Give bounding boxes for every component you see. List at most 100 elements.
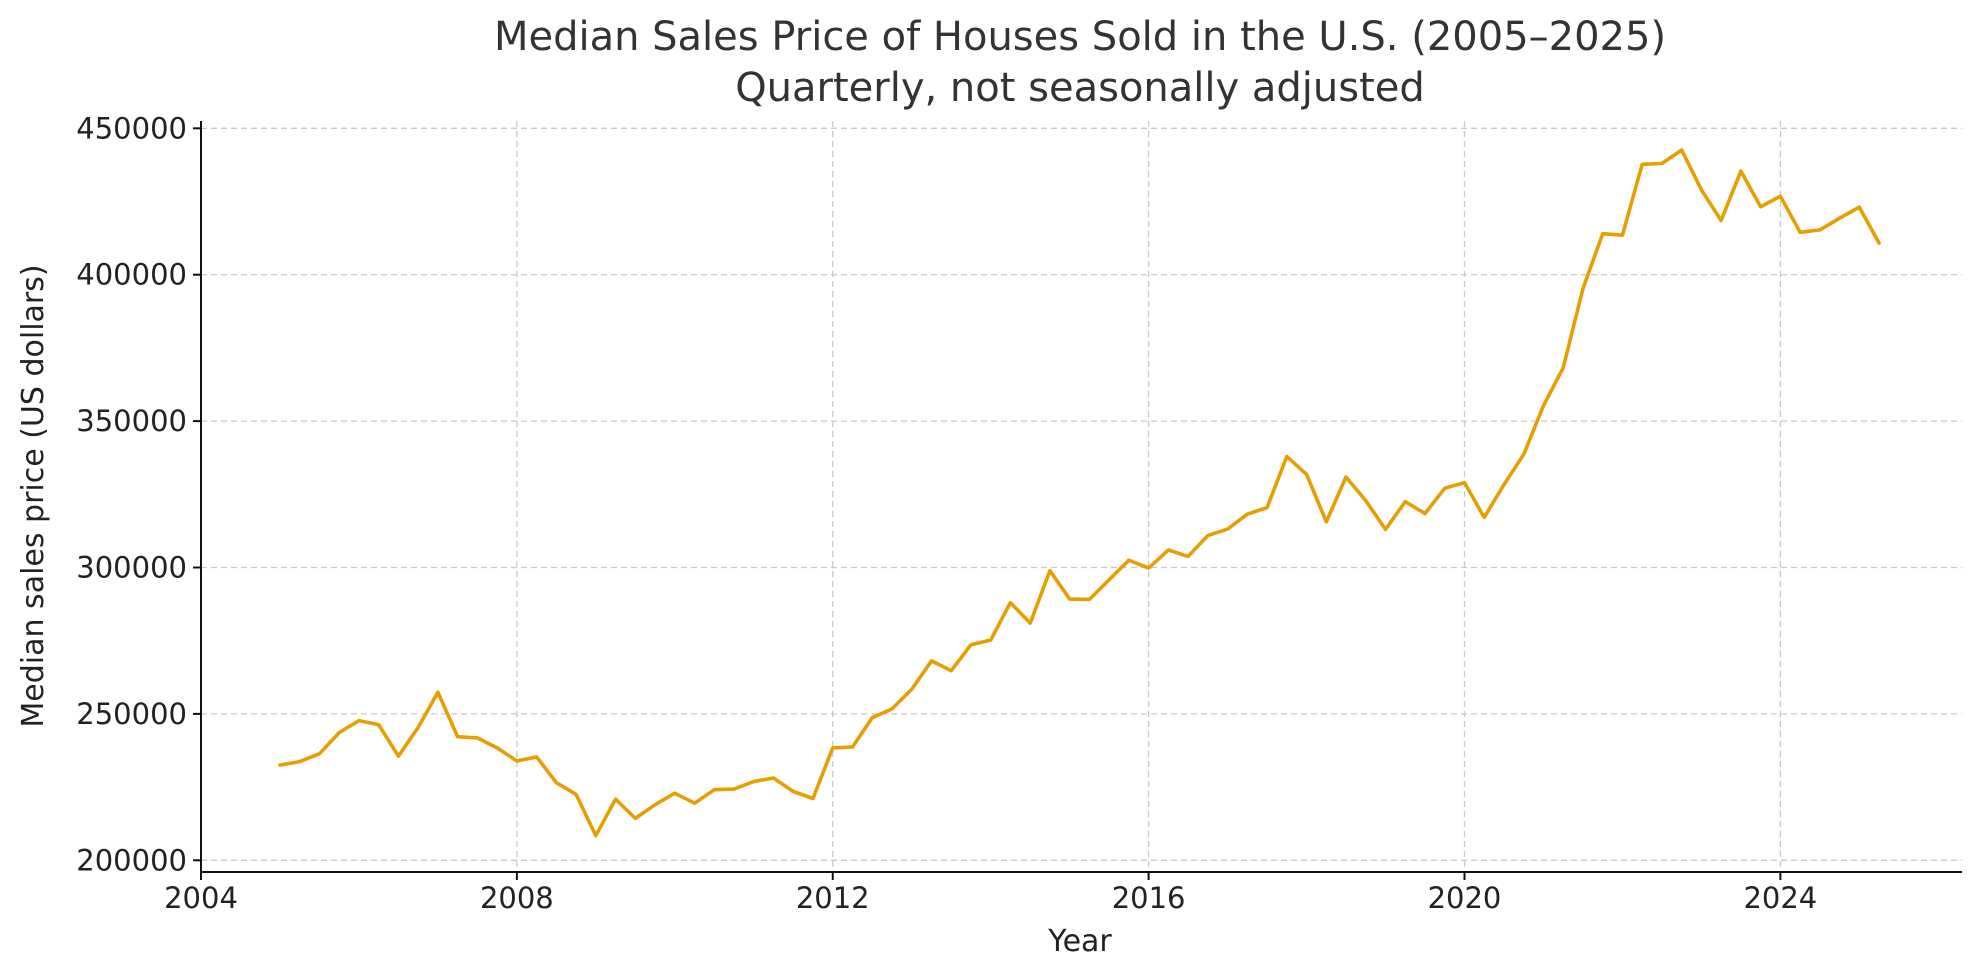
- data-point: [1127, 558, 1131, 562]
- chart-title: Median Sales Price of Houses Sold in the…: [494, 14, 1666, 60]
- data-point: [1166, 548, 1170, 552]
- data-point: [851, 745, 855, 749]
- chart-subtitle: Quarterly, not seasonally adjusted: [735, 65, 1425, 111]
- data-point: [337, 731, 341, 735]
- data-point: [1660, 162, 1664, 166]
- data-point: [890, 707, 894, 711]
- x-tick-label: 2016: [1112, 881, 1186, 915]
- plot-area: [278, 148, 1881, 838]
- data-point: [1087, 597, 1091, 601]
- data-point: [515, 759, 519, 763]
- data-point: [298, 760, 302, 764]
- data-point: [1147, 566, 1151, 570]
- y-axis-label: Median sales price (US dollars): [16, 264, 51, 727]
- data-point: [930, 659, 934, 663]
- data-point: [1857, 205, 1861, 209]
- y-tick-label: 400000: [76, 258, 187, 292]
- x-axis-label: Year: [1047, 924, 1112, 959]
- data-point: [791, 790, 795, 794]
- data-point: [831, 746, 835, 750]
- x-tick-label: 2020: [1428, 881, 1502, 915]
- data-point: [1601, 232, 1605, 236]
- data-point: [1877, 241, 1881, 245]
- data-point: [594, 834, 598, 838]
- data-point: [535, 755, 539, 759]
- data-point: [1186, 554, 1190, 558]
- data-point: [1561, 366, 1565, 370]
- data-point: [1423, 512, 1427, 516]
- data-point: [1581, 287, 1585, 291]
- data-point: [752, 780, 756, 784]
- data-point: [1640, 162, 1644, 166]
- data-point: [989, 638, 993, 642]
- y-tick-label: 250000: [76, 697, 187, 731]
- data-point: [396, 754, 400, 758]
- data-point: [1542, 404, 1546, 408]
- data-point: [772, 776, 776, 780]
- y-tick-label: 350000: [76, 404, 187, 438]
- data-point: [673, 791, 677, 795]
- data-point: [1305, 472, 1309, 476]
- data-point: [732, 787, 736, 791]
- data-point: [1048, 569, 1052, 573]
- data-point: [475, 736, 479, 740]
- data-point: [1818, 228, 1822, 232]
- data-point: [1206, 534, 1210, 538]
- data-point: [318, 752, 322, 756]
- data-point: [653, 803, 657, 807]
- data-point: [1107, 578, 1111, 582]
- data-point: [1699, 188, 1703, 192]
- data-point: [693, 801, 697, 805]
- data-point: [1838, 216, 1842, 220]
- data-point: [870, 716, 874, 720]
- data-point: [1798, 230, 1802, 234]
- data-point: [1502, 483, 1506, 487]
- y-tick-label: 450000: [76, 111, 187, 145]
- data-point: [278, 763, 282, 767]
- data-point: [1680, 148, 1684, 152]
- data-point: [1620, 233, 1624, 237]
- data-point: [1719, 219, 1723, 223]
- data-point: [712, 788, 716, 792]
- data-point: [1265, 506, 1269, 510]
- data-point: [357, 719, 361, 723]
- x-tick-label: 2004: [164, 881, 238, 915]
- data-point: [1324, 520, 1328, 524]
- data-point: [811, 797, 815, 801]
- x-tick-label: 2008: [480, 881, 554, 915]
- x-tick-label: 2024: [1743, 881, 1817, 915]
- data-point: [633, 816, 637, 820]
- data-point: [1364, 499, 1368, 503]
- data-point: [910, 687, 914, 691]
- data-point: [969, 643, 973, 647]
- data-point: [1028, 621, 1032, 625]
- data-point: [1522, 453, 1526, 457]
- data-point: [1245, 512, 1249, 516]
- x-tick-label: 2012: [796, 881, 870, 915]
- data-point: [1008, 601, 1012, 605]
- data-point: [416, 725, 420, 729]
- data-point: [1739, 169, 1743, 173]
- data-point: [574, 792, 578, 796]
- data-point: [1759, 205, 1763, 209]
- y-tick-label: 200000: [76, 843, 187, 877]
- data-point: [1384, 527, 1388, 531]
- data-point: [1226, 527, 1230, 531]
- y-tick-label: 300000: [76, 551, 187, 585]
- series-line-median-sales-price: [278, 148, 1881, 838]
- data-point: [1463, 481, 1467, 485]
- data-point: [1778, 194, 1782, 198]
- data-point: [1482, 515, 1486, 519]
- data-point: [495, 746, 499, 750]
- data-point: [436, 690, 440, 694]
- data-point: [949, 669, 953, 673]
- axis-ticks: 2004 2008 2012 2016 2020 2024 200000 250000 3000…: [76, 111, 1817, 915]
- data-point: [377, 723, 381, 727]
- data-point: [1285, 455, 1289, 459]
- data-point: [554, 781, 558, 785]
- data-point: [1344, 475, 1348, 479]
- data-point: [1068, 597, 1072, 601]
- data-point: [1443, 486, 1447, 490]
